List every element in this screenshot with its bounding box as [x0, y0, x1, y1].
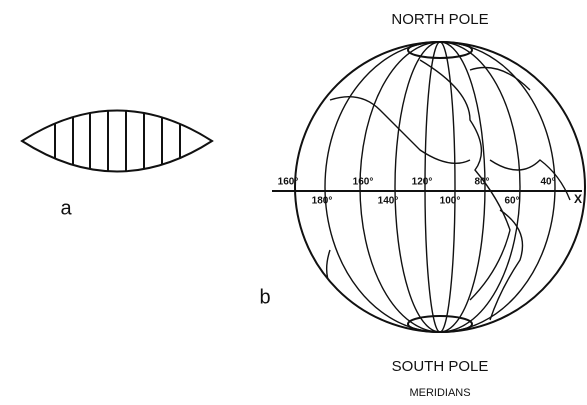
south-pole-label: SOUTH POLE	[392, 358, 489, 375]
caption: MERIDIANS	[409, 387, 470, 399]
figure-label: a	[60, 197, 72, 219]
longitude-label: 160°	[278, 177, 299, 188]
longitude-label: 60°	[504, 196, 519, 207]
longitude-label: 80°	[474, 177, 489, 188]
longitude-label: 160°	[353, 177, 374, 188]
lens-figure	[20, 109, 214, 173]
globe	[272, 41, 586, 333]
axis-end-label: X	[574, 192, 582, 206]
north-pole-label: NORTH POLE	[391, 11, 488, 28]
longitude-label: 40°	[540, 177, 555, 188]
longitude-label: 100°	[440, 196, 461, 207]
longitude-label: 140°	[378, 196, 399, 207]
longitude-label: 180°	[312, 196, 333, 207]
figure-label: b	[259, 286, 270, 308]
longitude-label: 120°	[412, 177, 433, 188]
